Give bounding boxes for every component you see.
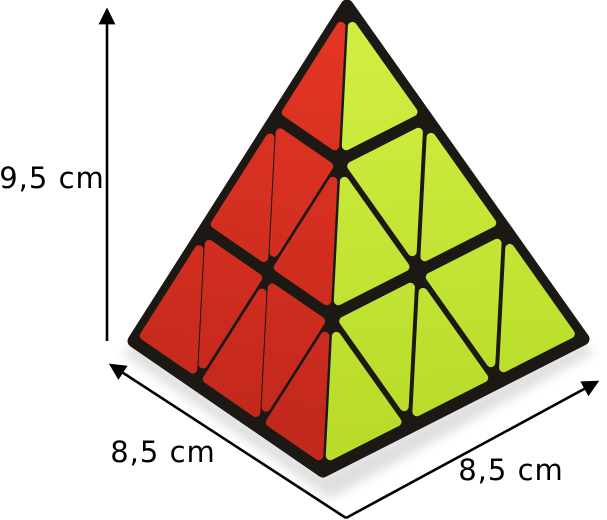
- pyraminx-sticker: [425, 238, 502, 368]
- pyraminx-sticker: [347, 127, 423, 257]
- pyraminx-sticker: [202, 288, 267, 417]
- height-dimension-label: 9,5 cm: [0, 161, 105, 195]
- pyraminx-sticker: [339, 282, 415, 412]
- left-edge-dimension-label: 8,5 cm: [110, 435, 216, 469]
- pyraminx-sticker: [325, 331, 402, 461]
- right-edge-arrow-icon: [345, 380, 600, 520]
- pyraminx-sticker: [281, 21, 346, 151]
- pyraminx-sticker: [273, 176, 338, 306]
- pyraminx-sticker: [412, 287, 489, 417]
- pyraminx-sticker: [420, 132, 497, 262]
- pyraminx-sticker: [210, 133, 275, 262]
- pyraminx-sticker: [261, 283, 326, 412]
- pyraminx-sticker: [265, 331, 330, 461]
- dimension-arrows: [98, 7, 600, 520]
- left-edge-arrow-icon: [108, 363, 347, 520]
- pyraminx-sticker: [341, 21, 418, 151]
- pyraminx-sticker: [198, 240, 263, 369]
- pyraminx-sticker: [139, 245, 204, 374]
- pyraminx-sticker: [333, 176, 410, 306]
- cube-shadow: [122, 342, 594, 499]
- pyraminx-sticker: [269, 128, 334, 257]
- pyraminx-sticker: [499, 243, 575, 373]
- right-edge-dimension-label: 8,5 cm: [458, 453, 564, 487]
- cube-stickers: [139, 21, 575, 461]
